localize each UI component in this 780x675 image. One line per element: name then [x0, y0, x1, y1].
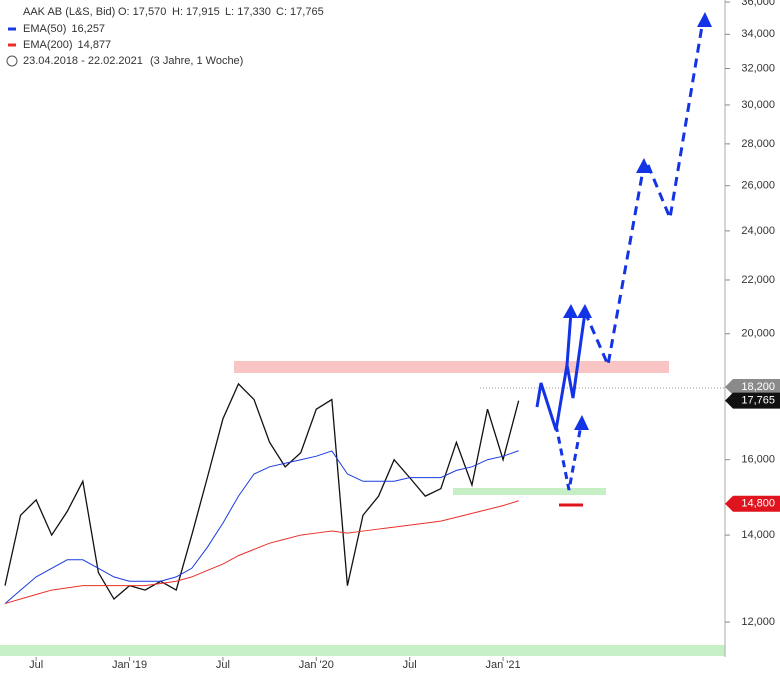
arrowhead	[577, 304, 592, 318]
support-zone	[0, 645, 725, 656]
clock-icon	[6, 55, 18, 67]
price-label: 18,200	[741, 381, 775, 393]
x-tick-label: Jul	[216, 659, 230, 671]
legend-value: 16,257	[71, 23, 105, 35]
y-tick-label: 22,000	[741, 274, 775, 286]
duration: (3 Jahre, 1 Woche)	[150, 55, 243, 67]
header-close: C: 17,765	[276, 6, 324, 18]
price-label-box	[725, 379, 780, 396]
series-line	[4, 500, 519, 605]
y-tick-label: 30,000	[741, 99, 775, 111]
x-tick-label: Jul	[29, 659, 43, 671]
projection-dashed	[554, 424, 583, 491]
projection-dashed	[583, 169, 645, 371]
arrowhead	[636, 158, 651, 173]
projection-solid	[535, 311, 587, 431]
y-tick-label: 24,000	[741, 225, 775, 237]
y-tick-label: 36,000	[741, 0, 775, 8]
projection	[535, 19, 705, 491]
header-high: H: 17,915	[172, 6, 220, 18]
price-label-box	[725, 392, 780, 409]
projection-dashed	[646, 19, 705, 224]
header-title: AAK AB (L&S, Bid)	[23, 6, 115, 18]
arrowhead	[697, 12, 712, 27]
arrowhead	[574, 415, 589, 430]
header-low: L: 17,330	[225, 6, 271, 18]
y-tick-label: 12,000	[741, 616, 775, 628]
y-tick-label: 16,000	[741, 454, 775, 466]
y-tick-label: 32,000	[741, 62, 775, 74]
y-tick-label: 20,000	[741, 328, 775, 340]
legend-label: EMA(50)	[23, 23, 66, 35]
arrowheads	[563, 12, 712, 430]
price-label: 17,765	[741, 395, 775, 407]
resistance-zone	[234, 361, 669, 373]
y-tick-label: 26,000	[741, 180, 775, 192]
x-tick-label: Jan '20	[299, 659, 334, 671]
legend-label: EMA(200)	[23, 39, 73, 51]
period: 23.04.2018 - 22.02.2021	[23, 55, 143, 67]
y-tick-label: 28,000	[741, 138, 775, 150]
projection-solid	[565, 311, 573, 366]
legend-value: 14,877	[78, 39, 112, 51]
price-label-box	[725, 495, 780, 512]
series-line	[4, 450, 519, 604]
price-label: 14,800	[741, 498, 775, 510]
arrowhead	[563, 304, 578, 318]
series-line	[4, 382, 520, 601]
x-tick-label: Jan '19	[112, 659, 147, 671]
x-tick-label: Jan '21	[486, 659, 521, 671]
x-tick-label: Jul	[403, 659, 417, 671]
support-zone	[453, 488, 606, 495]
y-tick-label: 14,000	[741, 529, 775, 541]
header-open: O: 17,570	[118, 6, 166, 18]
y-tick-label: 34,000	[741, 28, 775, 40]
